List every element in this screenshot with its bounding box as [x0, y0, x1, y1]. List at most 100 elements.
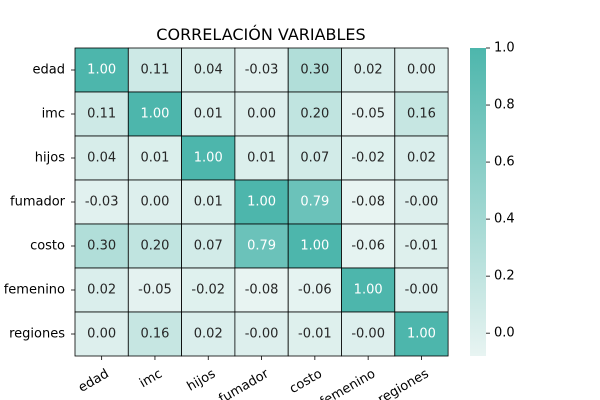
cell-value-label: -0.01 [405, 239, 439, 254]
cell-value-label: 0.79 [247, 239, 276, 254]
cell-value-label: 0.30 [87, 239, 116, 254]
heatmap-cell [287, 267, 342, 313]
colorbar-tick-label: 0.4 [494, 212, 515, 227]
y-axis-ticks: edad imc hijos fumador costo femenino regiones [4, 63, 75, 342]
cell-value-label: 0.01 [140, 151, 169, 166]
heatmap-cell [287, 311, 342, 357]
cell-value-label: -0.05 [351, 107, 385, 122]
heatmap-cell [234, 267, 289, 313]
cell-value-label: 0.16 [407, 107, 436, 122]
heatmap-cell [127, 179, 183, 225]
colorbar-tick-label: 0.0 [494, 326, 515, 341]
cell-value-label: 0.00 [247, 107, 276, 122]
cell-value-label: -0.06 [351, 239, 385, 254]
heatmap-cell [394, 311, 449, 357]
heatmap-cell [181, 135, 236, 181]
x-tick-label: femenino [318, 366, 379, 400]
heatmap-cell [341, 179, 396, 225]
cell-value-label: -0.00 [351, 327, 385, 342]
chart-title: CORRELACIÓN VARIABLES [156, 25, 365, 44]
colorbar-tick-label: 0.2 [494, 269, 515, 284]
cell-value-label: 0.79 [300, 195, 329, 210]
heatmap-cell [74, 179, 129, 225]
heatmap-cell [74, 223, 129, 269]
cell-value-label: 0.02 [407, 151, 436, 166]
cell-value-label: 0.00 [407, 63, 436, 78]
cell-value-label: 0.07 [300, 151, 329, 166]
x-tick-label: imc [137, 366, 165, 391]
heatmap-cell [181, 47, 236, 93]
y-tick-label: regiones [9, 327, 65, 342]
cell-value-label: -0.03 [245, 63, 279, 78]
cell-value-label: -0.08 [351, 195, 385, 210]
cell-value-label: -0.06 [298, 283, 332, 298]
heatmap-cell [287, 91, 342, 137]
cell-value-label: 0.00 [87, 327, 116, 342]
cell-value-label: -0.08 [245, 283, 279, 298]
cell-value-label: 1.00 [407, 327, 436, 342]
x-tick-label: costo [287, 366, 325, 396]
cell-value-label: 1.00 [300, 239, 329, 254]
cell-value-label: -0.02 [351, 151, 385, 166]
cell-value-label: 0.02 [194, 327, 223, 342]
cell-value-label: 0.11 [87, 107, 116, 122]
heatmap-cell [74, 47, 129, 93]
heatmap-cell [127, 267, 183, 313]
cell-value-label: 0.04 [194, 63, 223, 78]
cell-value-label: 0.02 [87, 283, 116, 298]
cell-value-label: 0.11 [140, 63, 169, 78]
y-tick-label: edad [33, 63, 65, 78]
heatmap-cell [341, 47, 396, 93]
cell-value-label: 1.00 [140, 107, 169, 122]
y-tick-label: femenino [4, 283, 65, 298]
cell-value-label: 1.00 [354, 283, 383, 298]
heatmap-cell [341, 135, 396, 181]
cell-value-label: -0.00 [245, 327, 279, 342]
cell-value-label: 0.16 [140, 327, 169, 342]
cell-value-label: 0.02 [354, 63, 383, 78]
heatmap-cell [394, 267, 449, 313]
heatmap-cell [234, 135, 289, 181]
cell-value-label: 0.01 [247, 151, 276, 166]
x-tick-label: regiones [376, 366, 432, 400]
x-tick-label: fumador [216, 366, 272, 400]
heatmap-cell [341, 311, 396, 357]
cell-value-label: 1.00 [194, 151, 223, 166]
y-tick-label: imc [42, 107, 65, 122]
heatmap-cells: 1.00 0.11 0.04 -0.03 0.30 0.02 0.00 0.11 1.00 0.0… [74, 47, 449, 357]
colorbar: 0.0 0.2 0.4 0.6 0.8 1.0 [470, 41, 515, 356]
heatmap-cell [181, 223, 236, 269]
colorbar-tick-label: 1.0 [494, 41, 515, 56]
heatmap-cell [181, 311, 236, 357]
cell-value-label: -0.00 [405, 195, 439, 210]
cell-value-label: 0.00 [140, 195, 169, 210]
heatmap-cell [394, 91, 449, 137]
cell-value-label: -0.02 [191, 283, 225, 298]
cell-value-label: 0.20 [140, 239, 169, 254]
colorbar-gradient [470, 48, 486, 356]
cell-value-label: -0.03 [85, 195, 119, 210]
cell-value-label: -0.05 [138, 283, 172, 298]
y-tick-label: fumador [10, 195, 66, 210]
cell-value-label: 0.01 [194, 195, 223, 210]
heatmap-cell [234, 179, 289, 225]
x-tick-label: edad [76, 366, 112, 395]
colorbar-tick-label: 0.8 [494, 98, 515, 113]
x-tick-label: hijos [185, 366, 219, 394]
heatmap-cell [234, 311, 289, 357]
heatmap-cell [127, 135, 183, 181]
heatmap-cell [287, 135, 342, 181]
heatmap-cell [74, 311, 129, 357]
cell-value-label: -0.01 [298, 327, 332, 342]
cell-value-label: 0.30 [300, 63, 329, 78]
cell-value-label: 0.07 [194, 239, 223, 254]
cell-value-label: 0.04 [87, 151, 116, 166]
heatmap-cell [127, 47, 183, 93]
heatmap-cell [181, 91, 236, 137]
heatmap-cell [74, 267, 129, 313]
colorbar-tick-label: 0.6 [494, 155, 515, 170]
cell-value-label: 0.01 [194, 107, 223, 122]
cell-value-label: -0.00 [405, 283, 439, 298]
